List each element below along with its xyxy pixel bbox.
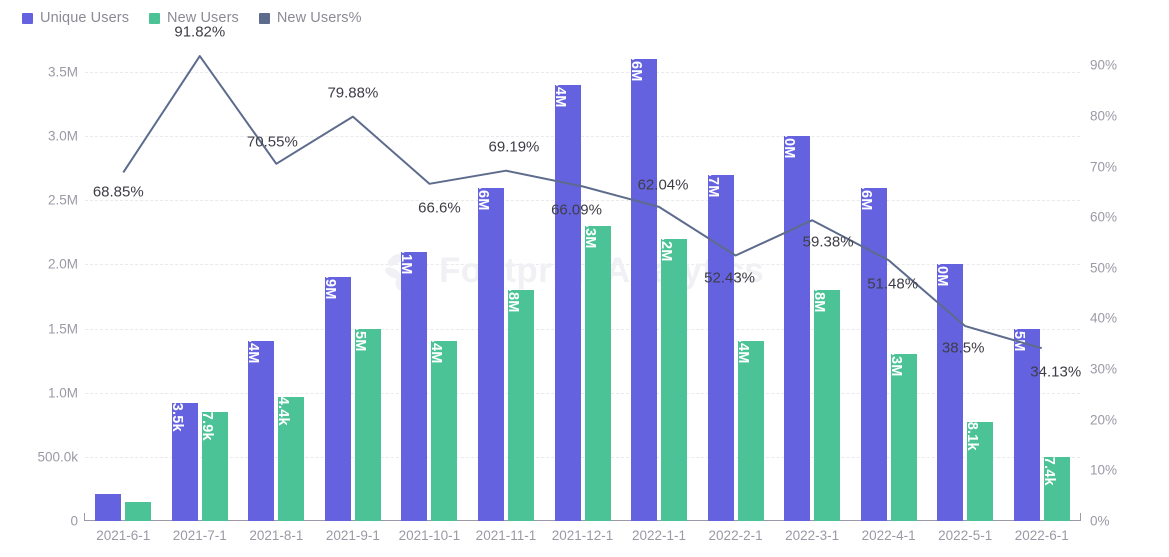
x-tick-label: 2022-1-1 — [632, 528, 687, 543]
bar-unique-users-2021-8-1[interactable]: 1.4M — [245, 331, 275, 521]
legend-item-2[interactable]: New Users% — [258, 10, 362, 26]
y-tick-right: 50% — [1090, 260, 1118, 276]
bar-value-label: 847.9k — [198, 395, 215, 442]
legend-item-0[interactable]: Unique Users — [22, 10, 129, 26]
bar-unique-users-2021-9-1[interactable]: 1.9M — [322, 267, 351, 521]
x-tick-label: 2021-11-1 — [475, 528, 537, 543]
bar-unique-users-2021-12-1[interactable]: 3.4M — [552, 74, 581, 521]
x-tick-label: 2021-12-1 — [551, 528, 614, 543]
x-axis-start-tick — [84, 513, 85, 521]
bar-unique-users-2022-6-1[interactable]: 1.5M — [1011, 318, 1040, 521]
y-tick-right: 40% — [1090, 310, 1118, 326]
bar-value-label: 3.4M — [551, 74, 568, 108]
bar-unique-users-2021-10-1[interactable]: 2.1M — [398, 241, 428, 521]
y-tick-left: 0 — [70, 513, 78, 529]
chart-legend: Unique Users New Users New Users% — [22, 10, 362, 26]
y-tick-right: 30% — [1090, 361, 1118, 377]
bar-unique-users-2022-5-1[interactable]: 2.0M — [934, 254, 964, 521]
bar-value-label: 1.3M — [887, 343, 904, 377]
bar-new-users-2021-10-1[interactable]: 1.4M — [428, 331, 458, 521]
bar-new-users-2021-12-1[interactable]: 2.3M — [582, 215, 611, 521]
bar-value-label: 1.4M — [734, 330, 751, 364]
x-tick-label: 2022-5-1 — [938, 528, 993, 543]
bar-value-label: 923.5k — [168, 385, 185, 432]
x-tick-label: 2021-10-1 — [398, 528, 461, 543]
bar-new-users-2021-9-1[interactable]: 1.5M — [352, 318, 381, 521]
bar-value-label: 1.8M — [504, 279, 521, 313]
y-tick-right: 70% — [1090, 159, 1118, 175]
bar-value-label: 1.4M — [245, 330, 262, 364]
gridline — [85, 456, 1080, 458]
bar-value-label: 1.5M — [351, 318, 368, 352]
bar-value-label: 2.6M — [857, 176, 874, 211]
bar-value-label: 1.9M — [321, 266, 338, 300]
bar-value-label: 497.4k — [1040, 440, 1057, 486]
y-tick-right: 80% — [1090, 108, 1118, 124]
bar-unique-users-2022-1-1[interactable]: 3.6M — [628, 49, 658, 521]
bar-new-users-2021-8-1[interactable]: 964.4k — [275, 381, 305, 521]
legend-label: New Users — [167, 10, 239, 26]
x-axis-end-tick — [1080, 513, 1081, 521]
legend-label: Unique Users — [40, 10, 130, 26]
bar-new-users-2022-5-1[interactable]: 768.1k — [964, 406, 994, 521]
y-tick-left: 3.0M — [47, 128, 78, 144]
bar-value-label: 1.4M — [428, 330, 445, 364]
gridline — [85, 392, 1080, 394]
x-tick-label: 2021-6-1 — [96, 528, 151, 543]
bar-new-users-2022-6-1[interactable]: 497.4k — [1041, 440, 1070, 521]
bar-new-users-2022-3-1[interactable]: 1.8M — [811, 280, 841, 521]
bar-value-label: 1.8M — [811, 279, 828, 313]
bar-value-label: 2.1M — [398, 241, 415, 275]
bar-value-label: 2.6M — [474, 176, 491, 211]
x-tick-label: 2022-6-1 — [1014, 528, 1069, 543]
bar-value-label: 768.1k — [964, 405, 981, 452]
bar-value-label: 1.5M — [1010, 318, 1027, 352]
legend-swatch-icon — [258, 12, 270, 24]
legend-swatch-icon — [149, 12, 161, 24]
x-axis-line — [85, 520, 1080, 521]
bar-unique-users-2021-6-1[interactable] — [95, 493, 122, 521]
y-tick-right: 10% — [1090, 462, 1118, 478]
y-tick-right: 60% — [1090, 209, 1118, 225]
bar-value-label: 2.0M — [934, 253, 951, 287]
bar-value-label: 2.7M — [704, 164, 721, 198]
y-tick-left: 500.0k — [37, 449, 78, 465]
y-tick-left: 2.5M — [47, 192, 78, 208]
x-tick-label: 2022-2-1 — [708, 528, 763, 543]
x-tick-label: 2021-7-1 — [172, 528, 227, 543]
bar-value-label: 3.0M — [781, 125, 798, 159]
bar-value-label: 2.3M — [581, 215, 598, 249]
x-tick-label: 2021-9-1 — [325, 528, 380, 543]
bar-new-users-2022-2-1[interactable]: 1.4M — [735, 331, 764, 521]
legend-item-1[interactable]: New Users — [149, 10, 239, 26]
bar-unique-users-2022-2-1[interactable]: 2.7M — [705, 164, 734, 521]
bar-new-users-2022-4-1[interactable]: 1.3M — [888, 344, 917, 521]
bar-new-users-2021-6-1[interactable] — [125, 502, 152, 521]
bar-unique-users-2021-7-1[interactable]: 923.5k — [169, 386, 198, 521]
y-tick-right: 90% — [1090, 57, 1118, 73]
y-tick-left: 1.0M — [47, 385, 78, 401]
y-tick-left: 3.5M — [47, 64, 78, 80]
bar-unique-users-2022-3-1[interactable]: 3.0M — [781, 126, 811, 521]
x-tick-label: 2022-3-1 — [785, 528, 840, 543]
x-tick-label: 2021-8-1 — [249, 528, 304, 543]
y-tick-right: 20% — [1090, 412, 1118, 428]
legend-swatch-icon — [22, 12, 33, 24]
bar-new-users-2021-7-1[interactable]: 847.9k — [199, 395, 228, 521]
bar-unique-users-2021-11-1[interactable]: 2.6M — [475, 177, 504, 521]
bar-new-users-2021-11-1[interactable]: 1.8M — [505, 280, 534, 521]
line-value-label: 91.82% — [174, 23, 226, 41]
y-tick-right: 0% — [1090, 513, 1110, 529]
bar-value-label: 3.6M — [628, 48, 645, 82]
bar-new-users-2022-1-1[interactable]: 2.2M — [658, 228, 688, 521]
legend-label: New Users% — [276, 10, 362, 26]
bars-layer: 923.5k 1.4M 1.9M 2.1M 2.6M 3.4M 3.6M 2.7M 3.0M 2.… — [85, 40, 1080, 521]
x-tick-label: 2022-4-1 — [861, 528, 916, 543]
bar-value-label: 964.4k — [275, 380, 292, 427]
bar-unique-users-2022-4-1[interactable]: 2.6M — [858, 177, 887, 521]
y-tick-left: 2.0M — [47, 256, 78, 272]
y-tick-left: 1.5M — [47, 321, 78, 337]
bar-value-label: 2.2M — [658, 228, 675, 262]
